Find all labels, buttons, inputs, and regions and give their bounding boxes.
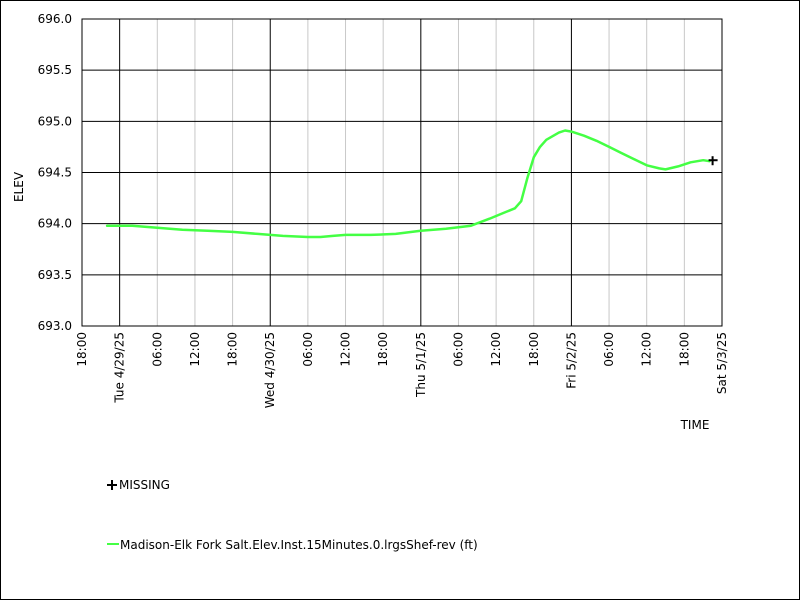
x-tick-label: 06:00 (451, 332, 465, 367)
legend-missing-label: MISSING (119, 478, 170, 492)
x-tick-label: 18:00 (226, 332, 240, 367)
x-tick-label: 06:00 (602, 332, 616, 367)
x-tick-label: 12:00 (489, 332, 503, 367)
x-tick-label: 12:00 (188, 332, 202, 367)
major-gridlines (82, 18, 723, 327)
x-tick-label: 18:00 (527, 332, 541, 367)
x-tick-label: 18:00 (75, 332, 89, 367)
y-tick-label: 696.0 (38, 12, 72, 26)
x-tick-label: Wed 4/30/25 (263, 332, 277, 408)
plot-border (81, 18, 723, 327)
y-tick-label: 694.0 (38, 217, 72, 231)
missing-marker (708, 156, 718, 166)
y-tick-label: 693.5 (38, 268, 72, 282)
x-tick-label: 06:00 (150, 332, 164, 367)
y-tick-label: 695.5 (38, 63, 72, 77)
x-tick-labels: 18:00 Tue 4/29/25 06:00 12:00 18:00 Wed 4/30/… (75, 332, 729, 408)
x-tick-label: 12:00 (339, 332, 353, 367)
missing-markers (708, 156, 718, 166)
legend-series: Madison-Elk Fork Salt.Elev.Inst.15Minute… (107, 538, 478, 552)
x-tick-label: Fri 5/2/25 (564, 332, 578, 389)
y-tick-label: 695.0 (38, 114, 72, 128)
y-tick-labels: 693.0 693.5 694.0 694.5 695.0 695.5 696.0 (38, 12, 72, 333)
x-tick-label: 12:00 (640, 332, 654, 367)
x-tick-label: Thu 5/1/25 (414, 332, 428, 398)
x-axis-label: TIME (680, 418, 710, 432)
x-tick-label: 06:00 (301, 332, 315, 367)
y-tick-label: 693.0 (38, 319, 72, 333)
plus-icon (107, 480, 117, 490)
x-tick-label: Tue 4/29/25 (113, 332, 127, 404)
x-tick-label: 18:00 (677, 332, 691, 367)
legend-series-label: Madison-Elk Fork Salt.Elev.Inst.15Minute… (120, 538, 478, 552)
x-tick-label: 18:00 (376, 332, 390, 367)
series-line (105, 129, 711, 239)
y-tick-label: 694.5 (38, 166, 72, 180)
legend-missing: MISSING (107, 478, 170, 492)
series-layer (105, 129, 711, 239)
y-axis-label: ELEV (12, 171, 26, 202)
x-tick-label: Sat 5/3/25 (715, 332, 729, 394)
missing-marker-v (711, 156, 714, 166)
